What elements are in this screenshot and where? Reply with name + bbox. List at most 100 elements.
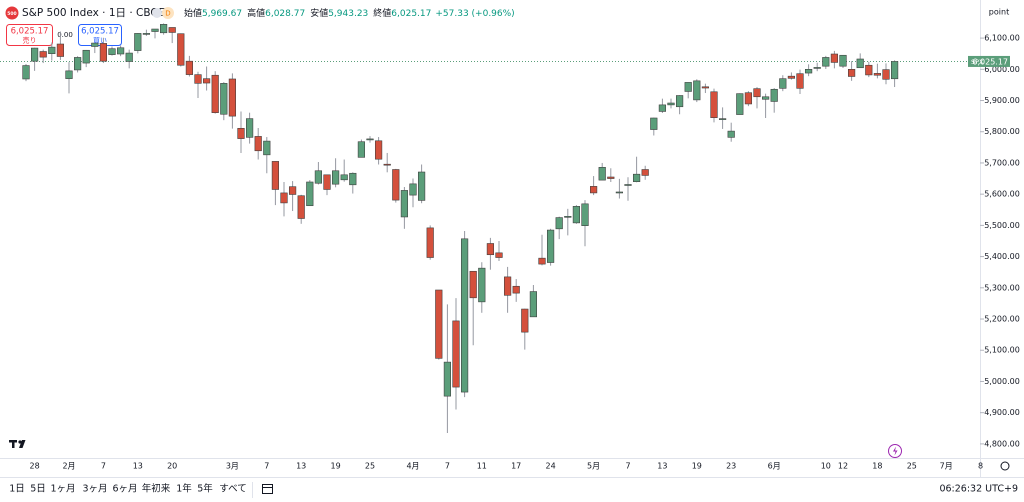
candle-body — [160, 24, 168, 34]
candle-body — [538, 257, 546, 265]
candle-body — [701, 86, 709, 89]
candle-body — [392, 169, 400, 201]
axis-unit[interactable]: point — [989, 8, 1009, 17]
candle-body — [607, 176, 615, 179]
candle-body — [228, 78, 237, 117]
candle-body — [357, 141, 366, 158]
candle-body — [761, 96, 770, 100]
candle-body — [151, 28, 159, 32]
candle-body — [314, 170, 323, 184]
candle-body — [641, 169, 649, 176]
candle-body — [280, 192, 288, 204]
price-tag-symbol: SPX — [971, 58, 984, 66]
ohlc-value: 5,969.67 — [202, 9, 242, 19]
candle-body — [736, 93, 744, 115]
candle-body — [667, 102, 675, 106]
tv-logo — [9, 440, 26, 448]
x-tick-label: 28 — [30, 462, 40, 471]
buy-label: 買い — [93, 37, 107, 45]
candle-body — [890, 61, 899, 80]
candle-body — [426, 227, 434, 258]
candle-body — [796, 73, 804, 89]
candle-body — [263, 140, 271, 156]
logo — [5, 6, 19, 20]
x-tick-label: 5月 — [587, 462, 600, 471]
settings-icon[interactable] — [1000, 461, 1010, 471]
candle-body — [624, 184, 632, 186]
range-button[interactable]: 1ヶ月 — [50, 484, 75, 495]
candle-body — [813, 67, 821, 69]
candle-body — [220, 83, 228, 115]
candle-body — [675, 95, 684, 108]
candle-body — [297, 195, 305, 219]
candle-body — [254, 136, 262, 152]
candle-body — [417, 171, 426, 201]
ohlc-label: 終値 — [373, 7, 391, 19]
x-tick-label: 7 — [101, 462, 106, 471]
range-button[interactable]: 5年 — [197, 483, 213, 495]
candle-body — [495, 252, 503, 258]
logo-text: 500 — [7, 11, 16, 17]
range-button[interactable]: 年初来 — [142, 483, 171, 495]
candle-body — [134, 33, 142, 51]
candle-body — [74, 57, 82, 71]
candle-body — [873, 73, 881, 76]
candle-body — [632, 173, 641, 182]
ohlc-label: 始値 — [184, 7, 202, 19]
x-tick-label: 6月 — [768, 462, 781, 471]
range-button[interactable]: すべて — [219, 484, 246, 495]
x-tick-label: 7 — [625, 462, 630, 471]
y-tick-label: 5,600.00 — [984, 190, 1020, 199]
candle-body — [237, 127, 245, 139]
symbol-title[interactable]: S&P 500 Index · 1日 · CBOE — [22, 7, 165, 19]
candle-body — [856, 58, 864, 69]
candle-body — [718, 118, 727, 120]
candle-body — [882, 69, 890, 80]
candle-body — [710, 91, 718, 118]
range-button[interactable]: 3ヶ月 — [82, 484, 107, 495]
candle-body — [693, 80, 701, 101]
candle-body — [323, 174, 331, 190]
x-tick-label: 8 — [978, 462, 983, 471]
range-button[interactable]: 1日 — [9, 484, 25, 495]
candle-body — [564, 216, 572, 218]
candle-body — [753, 88, 761, 98]
candle-body — [91, 42, 99, 47]
ohlc-legend: 始値5,969.67 高値6,028.77 安値5,943.23 終値6,025.17… — [184, 7, 515, 19]
x-tick-label: 11 — [477, 462, 487, 471]
candle-body — [529, 291, 537, 318]
spread: 0.00 — [57, 31, 73, 39]
sell-button[interactable] — [6, 24, 53, 46]
candle-body — [374, 140, 383, 160]
ohlc-value: 6,025.17 — [391, 9, 431, 19]
ohlc-value: 5,943.23 — [328, 9, 368, 19]
candle-body — [589, 186, 598, 194]
candle-body — [830, 53, 838, 63]
y-tick-label: 4,900.00 — [984, 408, 1020, 417]
x-tick-label: 4月 — [406, 462, 419, 471]
x-tick-label: 10 — [821, 462, 831, 471]
candle-body — [30, 47, 39, 62]
candle-body — [478, 267, 486, 303]
candle-body — [331, 170, 340, 185]
y-tick-label: 5,700.00 — [984, 158, 1020, 167]
candle-body — [142, 33, 151, 35]
x-tick-label: 7月 — [940, 462, 953, 471]
candle-body — [572, 206, 580, 224]
candle-body — [246, 118, 254, 138]
ohlc-value: 6,028.77 — [265, 9, 305, 19]
candle-body — [469, 270, 477, 299]
x-tick-label: 19 — [331, 462, 341, 471]
candle-body — [125, 52, 133, 62]
price-tag-value: 6,025.17 — [972, 57, 1008, 66]
range-button[interactable]: 1年 — [176, 483, 192, 495]
x-tick-label: 2月 — [62, 462, 75, 471]
range-button[interactable]: 5日 — [30, 484, 46, 495]
candle-body — [658, 104, 666, 112]
y-tick-label: 6,000.00 — [984, 65, 1020, 74]
calendar-icon[interactable] — [262, 484, 273, 494]
range-button[interactable]: 6ヶ月 — [112, 484, 137, 495]
candle-body — [185, 60, 194, 75]
candle-body — [211, 74, 219, 113]
